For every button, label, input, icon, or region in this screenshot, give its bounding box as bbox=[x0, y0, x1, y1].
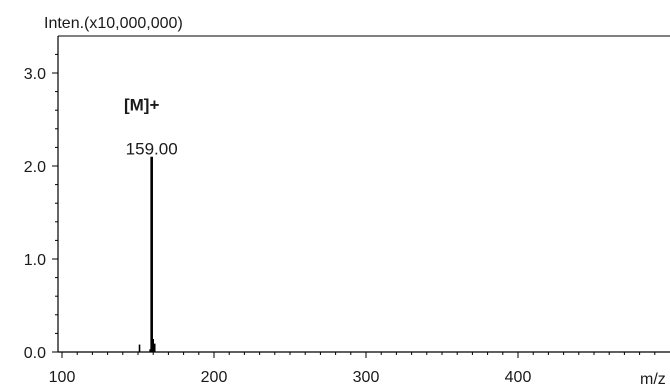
x-tick-label: 200 bbox=[201, 369, 228, 386]
x-tick-label: 400 bbox=[505, 369, 532, 386]
x-axis-ticks: 100 200 300 400 bbox=[49, 352, 656, 386]
y-tick-label: 0.0 bbox=[24, 345, 46, 362]
peak-annotations: 159.00 [M]+ bbox=[124, 96, 178, 159]
y-tick-label: 3.0 bbox=[24, 66, 46, 83]
x-tick-label: 300 bbox=[353, 369, 380, 386]
molecular-ion-annotation: [M]+ bbox=[124, 96, 159, 115]
y-axis-label: Inten.(x10,000,000) bbox=[44, 15, 183, 32]
y-axis-ticks: 0.0 1.0 2.0 3.0 bbox=[24, 53, 58, 362]
y-tick-label: 1.0 bbox=[24, 252, 46, 269]
y-tick-label: 2.0 bbox=[24, 159, 46, 176]
spectrum-peaks bbox=[138, 156, 156, 352]
peak-value-label: 159.00 bbox=[126, 140, 178, 159]
x-axis-label: m/z bbox=[640, 371, 666, 387]
x-tick-label: 100 bbox=[49, 369, 76, 386]
